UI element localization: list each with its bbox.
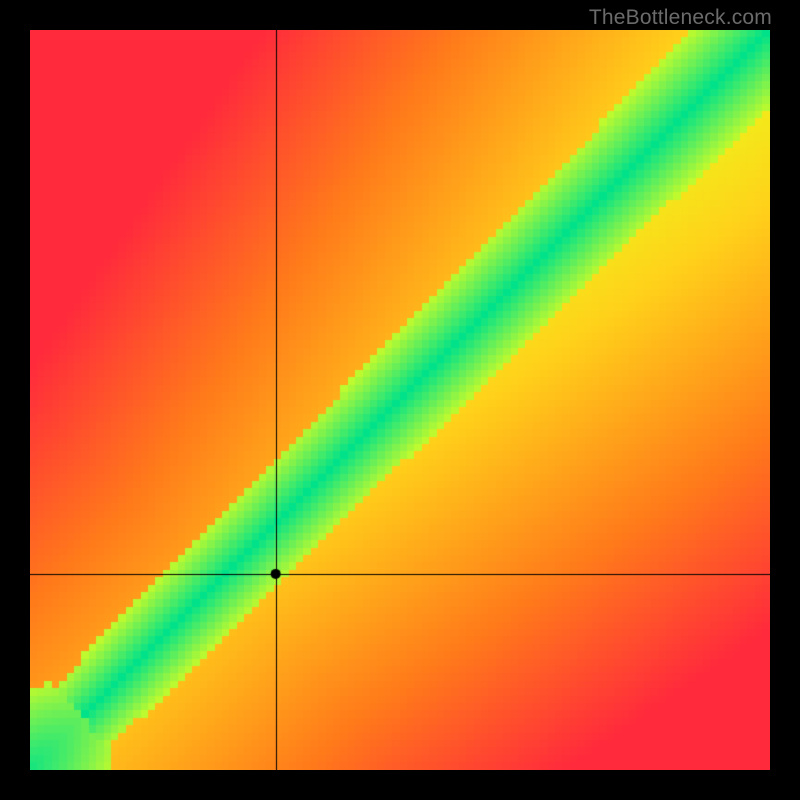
watermark-text: TheBottleneck.com bbox=[589, 6, 772, 30]
bottleneck-heatmap bbox=[30, 30, 770, 770]
crosshair-overlay bbox=[30, 30, 770, 770]
